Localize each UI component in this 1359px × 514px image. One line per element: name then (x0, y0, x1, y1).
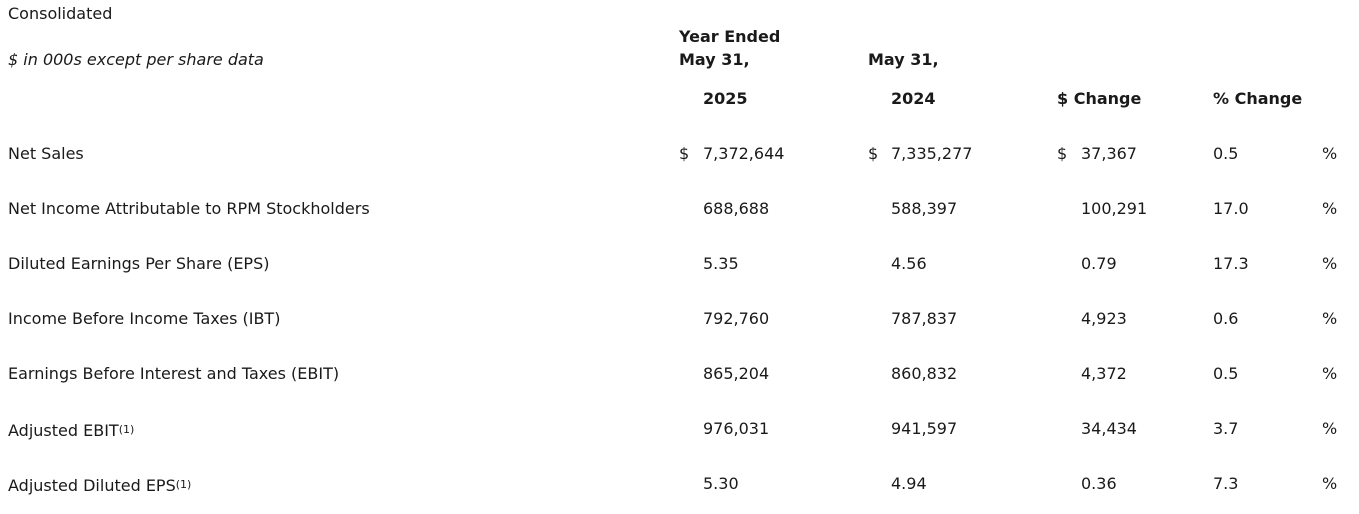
row-label: Net Income Attributable to RPM Stockhold… (8, 199, 370, 219)
value-change: 4,923 (1081, 309, 1127, 328)
value-change: 0.36 (1081, 474, 1117, 493)
value-pct: 0.5 (1213, 364, 1239, 383)
value-pct: 0.5 (1213, 144, 1239, 163)
header-2025-year: 2025 (703, 89, 748, 108)
value-2024: 4.56 (891, 254, 927, 273)
row-label: Net Sales (8, 144, 84, 164)
pct-sign: % (1322, 144, 1338, 163)
value-change: 0.79 (1081, 254, 1117, 273)
row-label: Earnings Before Interest and Taxes (EBIT… (8, 364, 339, 384)
currency-2024: $ (868, 144, 879, 163)
value-change: 100,291 (1081, 199, 1148, 218)
row-label-text: Adjusted Diluted EPS (8, 476, 176, 495)
pct-sign: % (1322, 199, 1338, 218)
header-year-ended: Year Ended (679, 27, 781, 46)
row-label-text: Income Before Income Taxes (IBT) (8, 309, 281, 328)
row-label: Adjusted Diluted EPS(1) (8, 476, 191, 496)
table-title: Consolidated (8, 4, 113, 23)
value-2024: 787,837 (891, 309, 958, 328)
value-pct: 17.3 (1213, 254, 1249, 273)
units-note: $ in 000s except per share data (8, 50, 264, 69)
value-pct: 17.0 (1213, 199, 1249, 218)
row-label: Adjusted EBIT(1) (8, 421, 134, 441)
value-2024: 860,832 (891, 364, 958, 383)
row-label: Diluted Earnings Per Share (EPS) (8, 254, 269, 274)
footnote-marker: (1) (118, 423, 135, 436)
row-label: Income Before Income Taxes (IBT) (8, 309, 280, 329)
value-2024: 7,335,277 (891, 144, 973, 163)
value-2025: 5.35 (703, 254, 739, 273)
row-label-text: Adjusted EBIT (8, 421, 119, 440)
value-2025: 688,688 (703, 199, 770, 218)
pct-sign: % (1322, 364, 1338, 383)
value-2024: 588,397 (891, 199, 958, 218)
pct-sign: % (1322, 474, 1338, 493)
value-2024: 4.94 (891, 474, 927, 493)
pct-sign: % (1322, 419, 1338, 438)
header-2025-date: May 31, (679, 50, 750, 69)
value-change: 37,367 (1081, 144, 1137, 163)
value-2025: 976,031 (703, 419, 770, 438)
value-change: 34,434 (1081, 419, 1137, 438)
row-label-text: Net Income Attributable to RPM Stockhold… (8, 199, 370, 218)
currency-change: $ (1057, 144, 1068, 163)
header-2024-date: May 31, (868, 50, 939, 69)
row-label-text: Net Sales (8, 144, 84, 163)
value-2025: 5.30 (703, 474, 739, 493)
value-pct: 0.6 (1213, 309, 1239, 328)
footnote-marker: (1) (175, 478, 192, 491)
currency-2025: $ (679, 144, 690, 163)
header-2024-year: 2024 (891, 89, 936, 108)
row-label-text: Diluted Earnings Per Share (EPS) (8, 254, 270, 273)
value-2024: 941,597 (891, 419, 958, 438)
value-pct: 7.3 (1213, 474, 1239, 493)
value-2025: 792,760 (703, 309, 770, 328)
value-2025: 7,372,644 (703, 144, 785, 163)
header-pct-change: % Change (1213, 89, 1303, 108)
row-label-text: Earnings Before Interest and Taxes (EBIT… (8, 364, 340, 383)
value-pct: 3.7 (1213, 419, 1239, 438)
pct-sign: % (1322, 309, 1338, 328)
pct-sign: % (1322, 254, 1338, 273)
value-change: 4,372 (1081, 364, 1127, 383)
header-dollar-change: $ Change (1057, 89, 1142, 108)
value-2025: 865,204 (703, 364, 770, 383)
